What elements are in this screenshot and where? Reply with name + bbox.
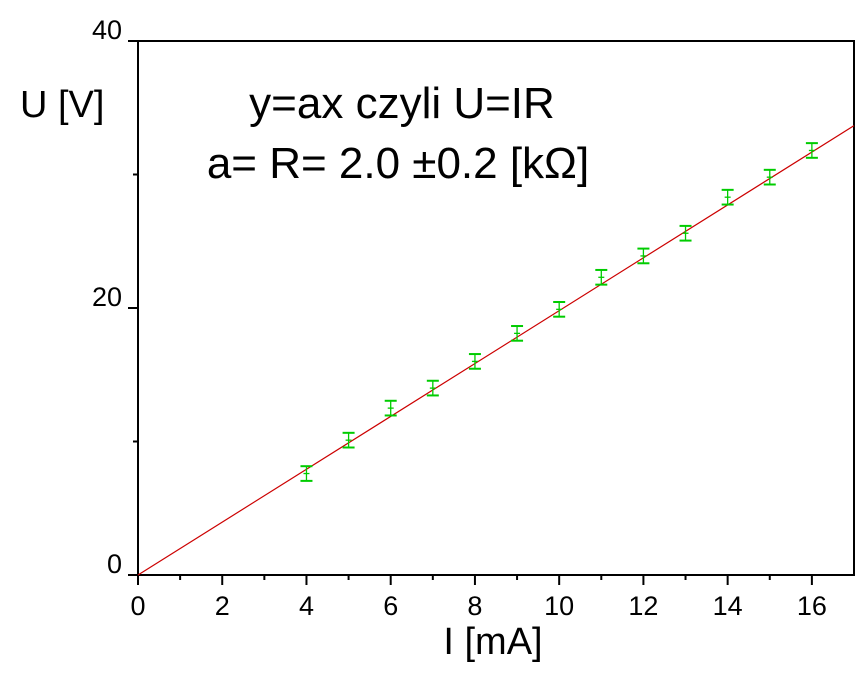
annotation-equation: y=ax czyli U=IR	[249, 79, 555, 128]
x-tick-label: 4	[299, 591, 314, 621]
data-point	[805, 142, 818, 159]
data-point	[342, 431, 355, 449]
data-point	[679, 224, 692, 242]
data-point	[721, 188, 734, 206]
x-tick-label: 12	[628, 591, 658, 621]
y-tick-label: 40	[92, 15, 122, 45]
x-tick-label: 10	[544, 591, 574, 621]
x-tick-label: 14	[713, 591, 743, 621]
y-axis: 0 20 40	[92, 15, 138, 579]
data-point	[595, 268, 608, 286]
y-axis-label: U [V]	[20, 84, 104, 126]
data-point	[511, 325, 524, 342]
x-axis: 0 2 4 6 8 10 12 14 16	[130, 575, 827, 621]
data-point	[426, 379, 439, 397]
fit-line	[137, 125, 855, 576]
data-point	[637, 247, 650, 265]
data-point	[468, 353, 481, 370]
x-tick-label: 2	[215, 591, 230, 621]
annotation-resistance: a= R= 2.0 ±0.2 [kΩ]	[207, 139, 589, 188]
y-tick-label: 20	[92, 282, 122, 312]
data-point	[763, 168, 776, 186]
x-tick-label: 16	[797, 591, 827, 621]
x-axis-label: I [mA]	[443, 621, 542, 663]
x-tick-label: 0	[130, 591, 145, 621]
y-tick-label: 0	[107, 549, 122, 579]
data-point	[300, 465, 313, 482]
data-point	[553, 300, 566, 318]
x-tick-label: 6	[383, 591, 398, 621]
series-layer	[137, 125, 855, 576]
data-point	[384, 399, 397, 417]
x-tick-label: 8	[467, 591, 482, 621]
